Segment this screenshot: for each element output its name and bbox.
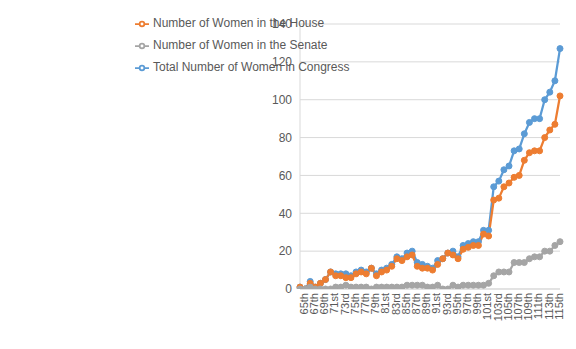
svg-text:60: 60 [279,169,293,183]
svg-text:100: 100 [272,93,292,107]
svg-text:40: 40 [279,207,293,221]
svg-text:20: 20 [279,244,293,258]
svg-text:0: 0 [285,282,292,296]
svg-text:115th: 115th [553,293,565,320]
svg-text:120: 120 [272,55,292,69]
svg-text:140: 140 [272,17,292,31]
svg-text:80: 80 [279,131,293,145]
